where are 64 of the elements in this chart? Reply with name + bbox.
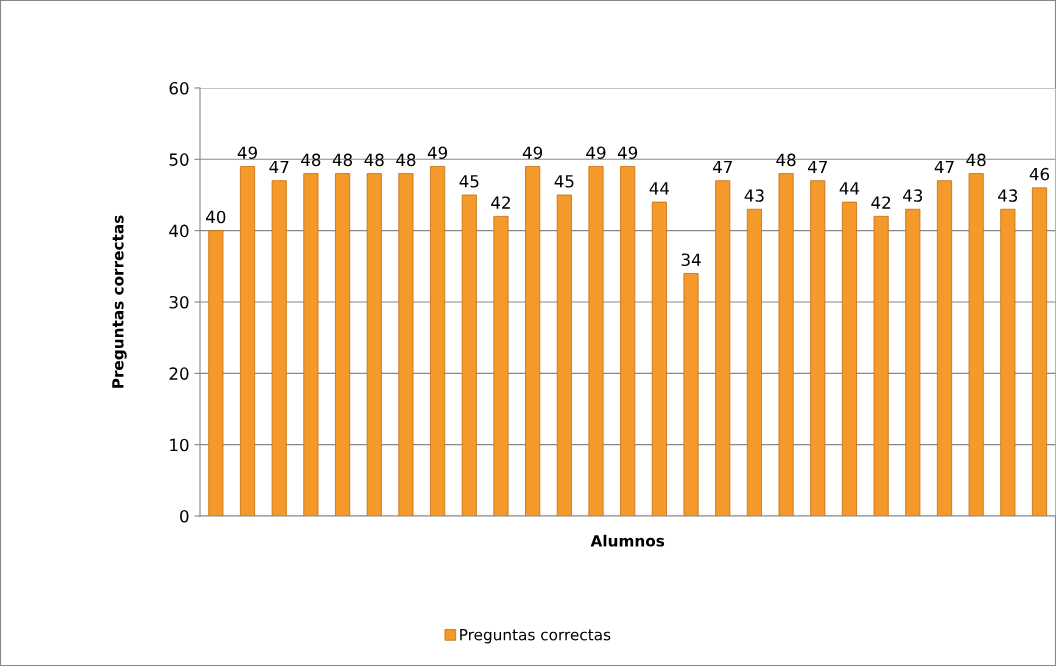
data-label: 43 xyxy=(998,189,1018,202)
bar xyxy=(493,215,509,517)
bar xyxy=(683,273,699,517)
bar xyxy=(398,173,414,517)
bar xyxy=(746,208,762,517)
y-tick-label: 0 xyxy=(180,509,189,523)
bar xyxy=(841,201,857,517)
data-label: 45 xyxy=(459,175,479,188)
y-tick-label: 50 xyxy=(169,153,189,166)
y-tick-label: 60 xyxy=(169,81,189,95)
data-label: 42 xyxy=(871,196,891,209)
data-label: 48 xyxy=(301,153,321,167)
data-label: 34 xyxy=(681,253,701,267)
y-tick-label: 20 xyxy=(169,367,189,380)
data-label: 49 xyxy=(427,146,448,160)
data-label: 42 xyxy=(491,196,510,209)
data-label: 44 xyxy=(839,182,860,195)
bar xyxy=(208,230,224,517)
bar xyxy=(873,215,889,517)
data-label: 48 xyxy=(966,153,986,167)
data-label: 47 xyxy=(269,160,289,174)
bar xyxy=(588,166,604,517)
bar xyxy=(968,173,984,517)
y-axis-title: Preguntas correctas xyxy=(112,215,127,388)
data-label: 48 xyxy=(776,153,796,167)
bar xyxy=(620,166,636,517)
bar xyxy=(366,173,382,517)
data-label: 45 xyxy=(554,175,574,188)
data-label: 48 xyxy=(332,153,353,167)
bar xyxy=(271,180,287,517)
bar xyxy=(303,173,319,517)
data-label: 49 xyxy=(522,146,543,160)
bar xyxy=(1031,187,1048,517)
data-label: 47 xyxy=(712,160,732,174)
y-tick-label: 40 xyxy=(169,224,189,238)
bar xyxy=(1000,208,1016,517)
data-label: 49 xyxy=(237,146,257,160)
data-label: 46 xyxy=(1029,167,1050,181)
bar xyxy=(461,194,477,517)
data-label: 49 xyxy=(586,146,606,160)
bar xyxy=(936,180,953,517)
x-axis-title: Alumnos xyxy=(590,534,665,547)
data-label: 49 xyxy=(617,146,638,160)
bar xyxy=(778,173,794,517)
bar xyxy=(239,166,256,517)
bar xyxy=(905,208,921,517)
bar xyxy=(335,173,351,517)
bar xyxy=(651,201,667,517)
y-tick-label: 30 xyxy=(169,295,189,309)
data-label: 44 xyxy=(649,182,670,195)
data-label: 48 xyxy=(364,153,384,167)
bar xyxy=(525,166,541,517)
data-label: 43 xyxy=(903,189,923,202)
data-label: 40 xyxy=(206,210,226,224)
bar xyxy=(715,180,731,517)
bar xyxy=(430,166,446,517)
bar xyxy=(810,180,826,517)
legend-label: Preguntas correctas xyxy=(460,629,611,644)
data-label: 47 xyxy=(934,160,954,174)
data-label: 47 xyxy=(807,160,827,174)
bar xyxy=(556,194,572,517)
data-label: 43 xyxy=(744,189,764,202)
y-tick-label: 10 xyxy=(170,438,189,452)
data-label: 48 xyxy=(396,153,416,167)
